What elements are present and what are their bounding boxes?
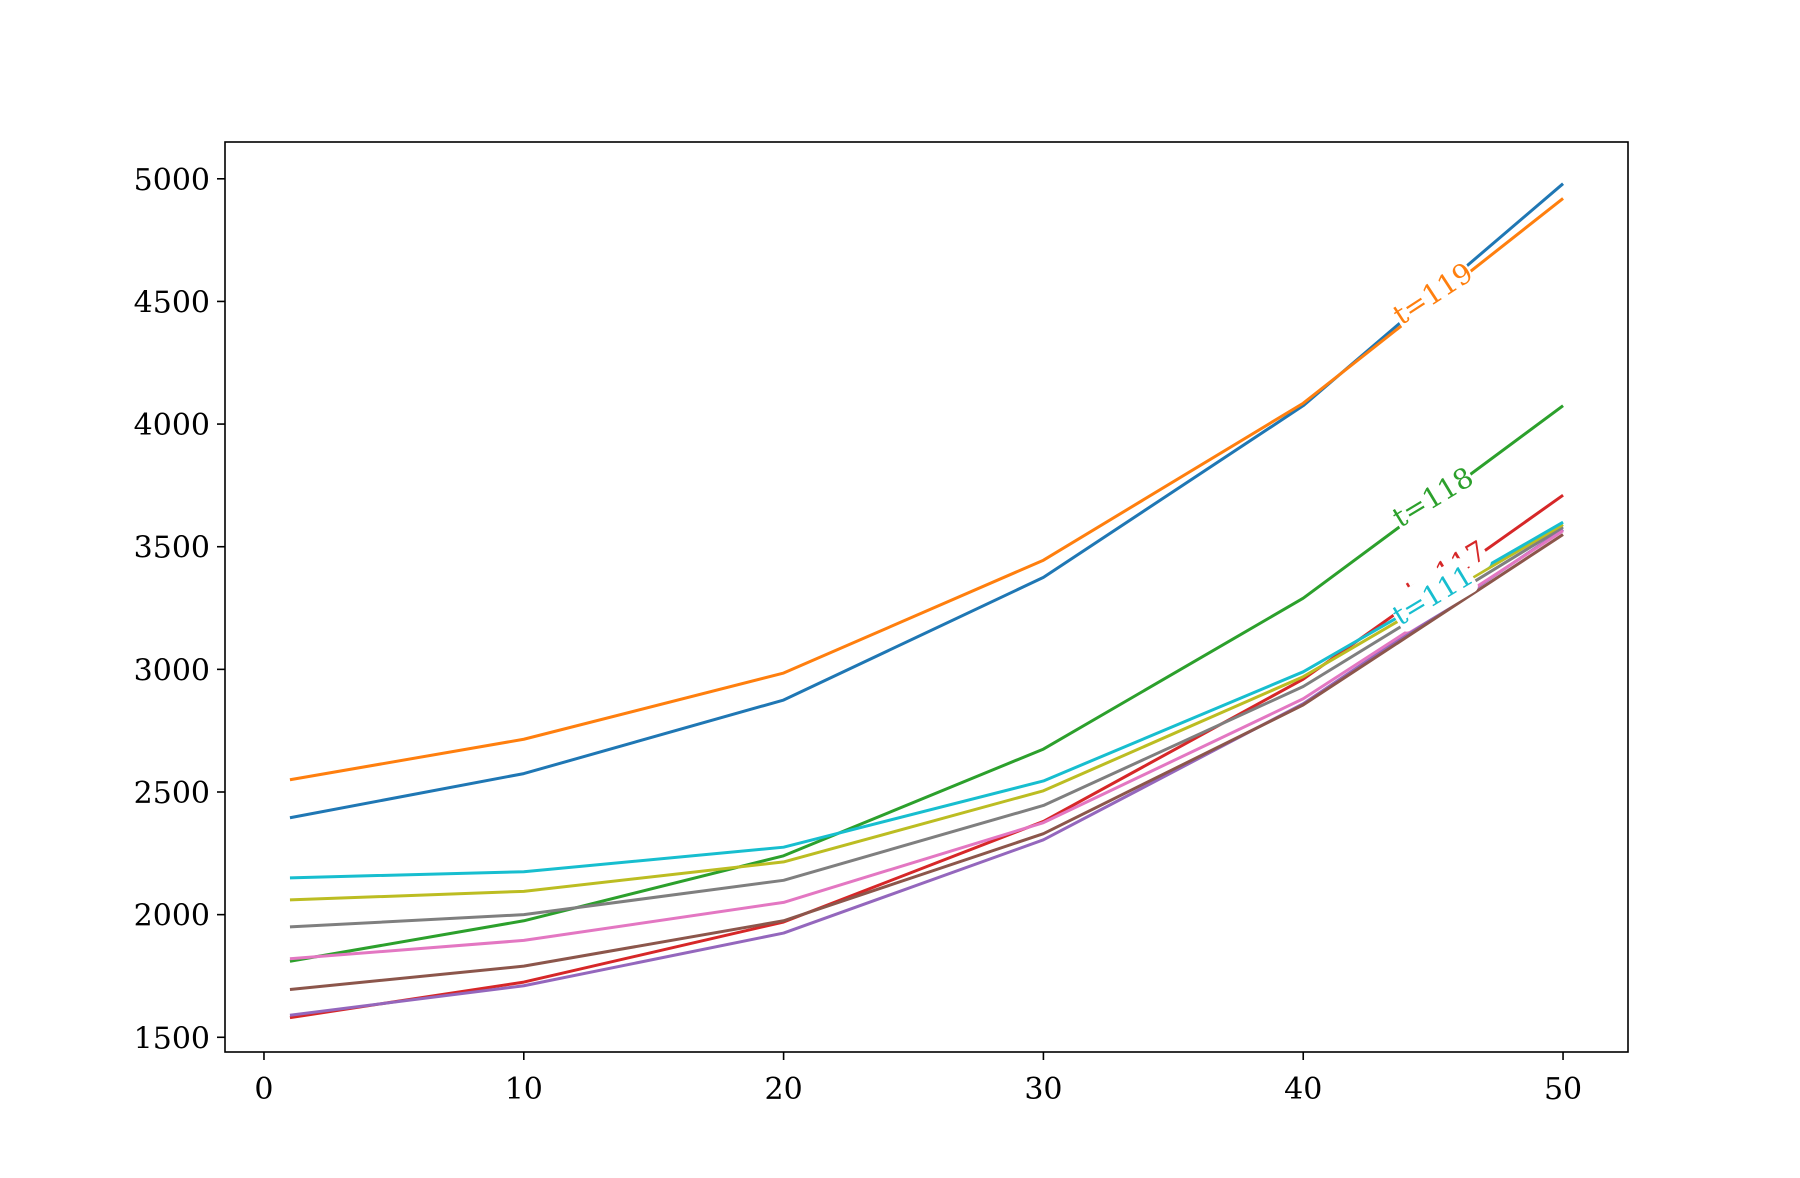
y-tick-label: 1500 [134, 1021, 210, 1056]
series-line-10 [289, 520, 1564, 880]
series-line-5 [289, 528, 1564, 1017]
series-line-3 [289, 404, 1564, 963]
inline-label-backdrop [1387, 255, 1478, 331]
y-tick-label: 3500 [134, 531, 210, 566]
x-tick-label: 40 [1284, 1072, 1322, 1107]
x-tick-label: 10 [505, 1072, 543, 1107]
y-tick-label: 2000 [134, 899, 210, 934]
series-line-8 [289, 525, 1564, 929]
y-tick-label: 2500 [134, 776, 210, 811]
y-axis: 1500 2000 2500 3000 3500 4000 4500 5000 [134, 163, 225, 1056]
x-tick-label: 50 [1544, 1072, 1582, 1107]
series-line-9 [289, 523, 1564, 902]
x-axis: 0 10 20 30 40 50 [254, 1052, 1582, 1107]
y-tick-label: 3000 [134, 653, 210, 688]
inline-label-backdrop [1387, 558, 1478, 632]
y-tick-label: 4500 [134, 285, 210, 320]
series-lines [289, 182, 1565, 1020]
y-tick-label: 5000 [134, 163, 210, 198]
x-tick-label: 20 [765, 1072, 803, 1107]
x-tick-label: 30 [1024, 1072, 1062, 1107]
axes-frame [224, 141, 1629, 1053]
x-tick-label: 0 [254, 1072, 273, 1107]
series-line-2 [289, 197, 1564, 782]
inline-label-backdrop [1387, 460, 1478, 534]
series-line-6 [289, 533, 1564, 991]
y-tick-label: 4000 [134, 408, 210, 443]
series-line-7 [289, 529, 1564, 961]
